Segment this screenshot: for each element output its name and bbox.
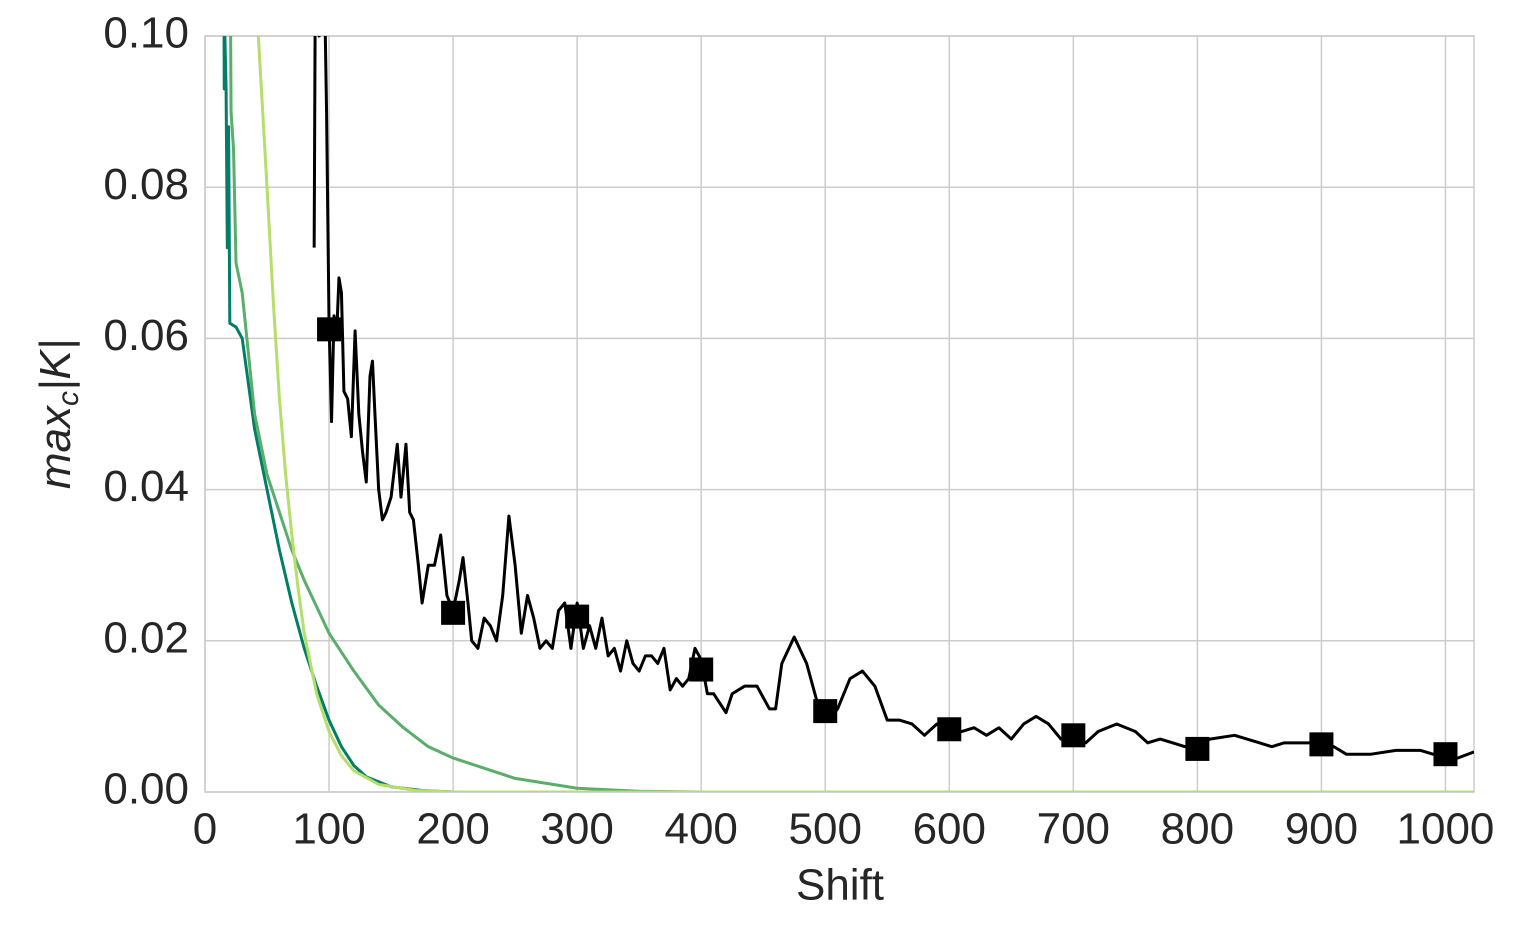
x-tick-label: 800: [1161, 805, 1234, 854]
marker: [317, 317, 342, 342]
x-tick-label: 700: [1037, 805, 1110, 854]
marker: [1433, 742, 1458, 767]
series-line: [229, 36, 1474, 792]
series-line: [256, 36, 1474, 792]
plot-area: [222, 36, 1474, 792]
x-tick-label: 600: [913, 805, 986, 854]
x-tick-label: 0: [193, 805, 217, 854]
y-axis-label: maxc|K|: [31, 339, 85, 489]
y-label-base: max: [31, 404, 80, 489]
marker: [937, 717, 962, 742]
series-line: [222, 36, 1474, 792]
marker: [813, 699, 838, 724]
y-label-sub: c: [52, 391, 85, 406]
y-tick-label: 0.04: [103, 462, 189, 511]
marker: [441, 600, 466, 625]
x-tick-label: 100: [292, 805, 365, 854]
y-tick-label: 0.08: [103, 160, 189, 209]
marker: [689, 657, 714, 682]
x-tick-label: 400: [664, 805, 737, 854]
y-tick-label: 0.00: [103, 765, 189, 814]
marker: [1185, 736, 1210, 761]
x-tick-label: 300: [540, 805, 613, 854]
marker: [1061, 723, 1086, 748]
x-tick-label: 200: [416, 805, 489, 854]
x-axis-label: Shift: [796, 861, 884, 910]
y-tick-label: 0.06: [103, 311, 189, 360]
marker: [565, 604, 590, 629]
x-tick-label: 900: [1285, 805, 1358, 854]
y-tick-label: 0.10: [103, 9, 189, 58]
x-tick-label: 500: [789, 805, 862, 854]
x-tick-label: 1000: [1397, 805, 1495, 854]
plot-frame: [204, 35, 1475, 793]
y-label-rest: |K|: [31, 339, 80, 391]
series-line: [312, 36, 1474, 760]
marker: [1309, 732, 1334, 757]
y-tick-label: 0.02: [103, 613, 189, 662]
